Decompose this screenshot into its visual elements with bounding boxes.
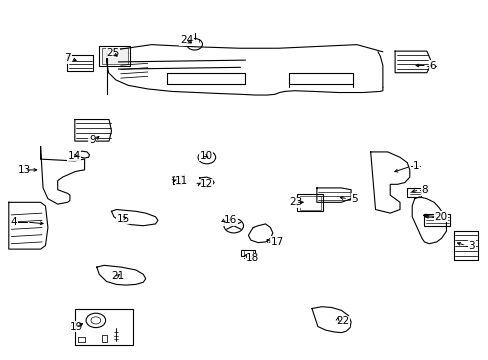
Text: 10: 10 (199, 150, 212, 161)
Text: 4: 4 (11, 217, 18, 227)
Bar (75, 309, 132, 345)
Bar (78, 337, 84, 342)
Bar (299, 196, 320, 210)
Bar (297, 194, 323, 211)
Text: 2: 2 (439, 212, 446, 222)
Bar (424, 214, 449, 226)
Bar (99, 46, 130, 66)
Text: 24: 24 (180, 35, 193, 45)
Text: 13: 13 (18, 165, 31, 175)
Text: 5: 5 (350, 194, 357, 204)
Text: 16: 16 (224, 215, 237, 225)
Text: 12: 12 (199, 179, 212, 189)
Text: 21: 21 (111, 271, 124, 281)
Text: 11: 11 (175, 176, 188, 186)
Bar (102, 335, 106, 342)
Text: 14: 14 (67, 150, 81, 161)
Text: 17: 17 (270, 237, 283, 247)
Text: 22: 22 (336, 316, 349, 326)
Text: 9: 9 (89, 135, 96, 145)
Text: 18: 18 (245, 253, 258, 263)
Text: 19: 19 (70, 322, 83, 332)
Bar (241, 250, 254, 256)
Text: 20: 20 (433, 212, 447, 222)
Text: 6: 6 (428, 60, 435, 71)
Bar (67, 55, 93, 71)
Text: 23: 23 (289, 197, 302, 207)
Text: 7: 7 (64, 53, 71, 63)
Text: 25: 25 (106, 48, 120, 58)
Text: 8: 8 (421, 185, 427, 195)
Bar (102, 48, 127, 64)
Text: 1: 1 (412, 161, 419, 171)
Text: 3: 3 (468, 240, 474, 251)
Text: 15: 15 (116, 213, 129, 224)
Bar (407, 188, 420, 197)
